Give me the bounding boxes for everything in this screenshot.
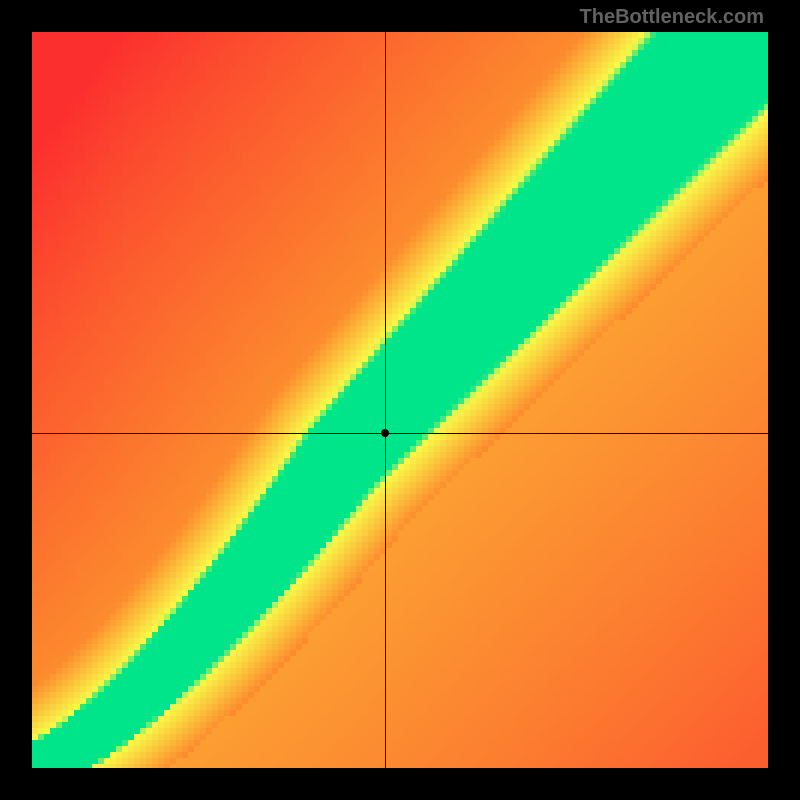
data-point <box>381 429 389 437</box>
heatmap-canvas <box>32 32 768 768</box>
chart-container: TheBottleneck.com <box>0 0 800 800</box>
heatmap-chart <box>32 32 768 768</box>
crosshair-vertical <box>385 32 386 768</box>
watermark-text: TheBottleneck.com <box>580 6 764 29</box>
crosshair-horizontal <box>32 433 768 434</box>
